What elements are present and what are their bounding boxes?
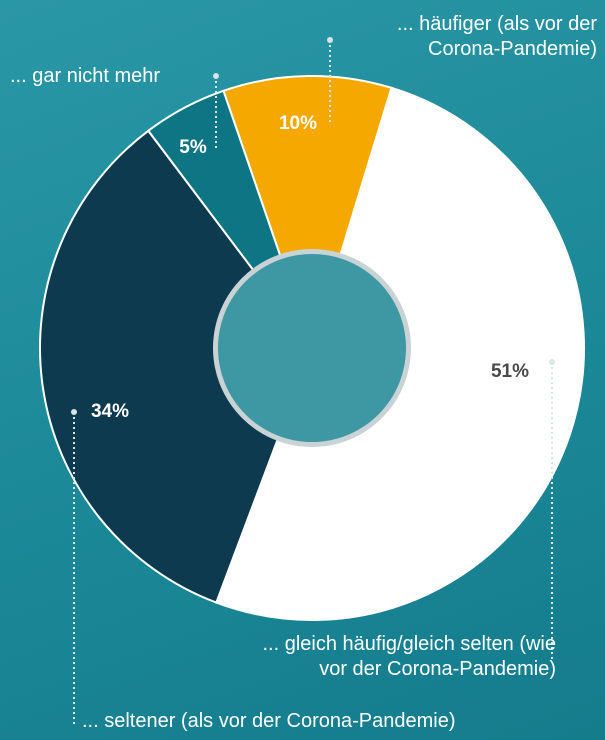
category-label: ... seltener (als vor der Corona-Pandemi… bbox=[82, 710, 456, 732]
leaders bbox=[71, 37, 555, 725]
value-label: 51% bbox=[491, 361, 529, 382]
value-label: 10% bbox=[279, 113, 317, 134]
value-label: 34% bbox=[91, 401, 129, 422]
leader-dot bbox=[327, 37, 333, 43]
leader-dot bbox=[213, 73, 219, 79]
hole bbox=[218, 254, 406, 442]
category-label: ... gleich häufig/gleich selten (wie vor… bbox=[262, 633, 557, 680]
leader-dot bbox=[71, 409, 77, 415]
category-label: ... häufiger (als vor der Corona-Pandemi… bbox=[396, 13, 597, 60]
category-label: ... gar nicht mehr bbox=[10, 65, 161, 87]
leader-dot bbox=[549, 359, 555, 365]
value-label: 5% bbox=[179, 137, 207, 158]
